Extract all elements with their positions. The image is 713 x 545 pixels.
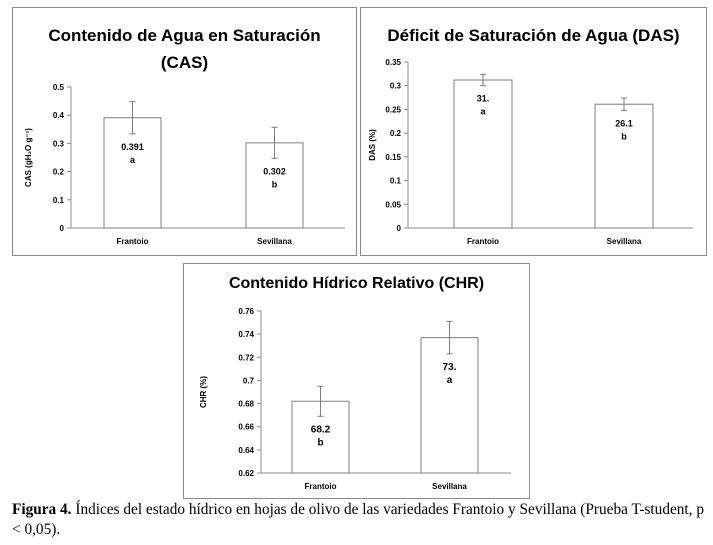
significance-letter: b: [272, 179, 278, 189]
data-label: 31.: [477, 94, 490, 104]
y-tick-label: 0.3: [53, 139, 65, 148]
y-tick-label: 0.76: [238, 307, 254, 316]
chart-title: Contenido de Agua en Saturación: [48, 26, 320, 45]
chart-title: Contenido Hídrico Relativo (CHR): [229, 275, 484, 292]
bar-sevillana: [594, 103, 654, 229]
significance-letter: b: [621, 131, 627, 141]
x-tick-label: Frantoio: [117, 237, 149, 246]
y-tick-label: 0.25: [385, 105, 401, 114]
significance-letter: b: [317, 437, 323, 448]
bar-frantoio: [103, 117, 162, 229]
bar-sevillana: [420, 337, 479, 474]
x-tick-label: Frantoio: [305, 482, 337, 491]
y-tick-label: 0.2: [53, 168, 65, 177]
y-tick-label: 0.64: [238, 446, 254, 455]
significance-letter: a: [447, 375, 453, 386]
chart-subtitle: (CAS): [161, 53, 208, 72]
y-tick-label: 0.05: [385, 200, 401, 209]
y-tick-label: 0.15: [385, 153, 401, 162]
y-tick-label: 0.35: [385, 58, 401, 67]
x-tick-label: Sevillana: [257, 237, 292, 246]
y-tick-label: 0.66: [238, 423, 254, 432]
significance-letter: a: [480, 107, 486, 117]
x-tick-label: Sevillana: [607, 237, 642, 246]
chart-title: Déficit de Saturación de Agua (DAS): [387, 26, 679, 45]
y-tick-label: 0: [60, 224, 65, 233]
chart-das: Déficit de Saturación de Agua (DAS) DAS (…: [368, 26, 693, 246]
y-tick-label: 0.1: [53, 196, 65, 205]
chart-panel-das: Déficit de Saturación de Agua (DAS) DAS (…: [360, 7, 707, 256]
chart-panel-cas: Contenido de Agua en Saturación (CAS) CAS …: [12, 7, 357, 256]
data-label: 26.1: [615, 118, 633, 128]
data-label: 0.391: [121, 142, 144, 152]
y-tick-label: 0.7: [243, 376, 255, 385]
y-tick-label: 0.5: [53, 83, 65, 92]
chart-chr: Contenido Hídrico Relativo (CHR) CHR (%) 0…: [199, 275, 511, 491]
y-tick-label: 0.2: [390, 129, 402, 138]
figure-caption: Figura 4. Índices del estado hídrico en …: [12, 500, 704, 540]
chart-panel-chr: Contenido Hídrico Relativo (CHR) CHR (%) 0…: [183, 263, 530, 499]
caption-text: Índices del estado hídrico en hojas de o…: [12, 501, 704, 538]
y-tick-label: 0.1: [390, 177, 402, 186]
data-label: 73.: [443, 362, 457, 373]
x-tick-label: Frantoio: [467, 237, 499, 246]
y-axis-label: CAS (gH₂O g⁻¹): [24, 128, 33, 187]
significance-letter: a: [130, 155, 136, 165]
data-label: 68.2: [311, 424, 331, 435]
y-tick-label: 0.3: [390, 82, 402, 91]
chart-cas: Contenido de Agua en Saturación (CAS) CAS …: [24, 26, 345, 246]
y-tick-label: 0: [397, 224, 402, 233]
caption-label: Figura 4.: [12, 501, 72, 518]
y-tick-label: 0.68: [238, 400, 254, 409]
bar-frantoio: [453, 79, 513, 229]
y-tick-label: 0.62: [238, 469, 254, 478]
x-tick-label: Sevillana: [432, 482, 467, 491]
y-tick-label: 0.72: [238, 353, 254, 362]
y-tick-label: 0.74: [238, 330, 254, 339]
y-axis-label: DAS (%): [368, 129, 377, 161]
y-axis-label: CHR (%): [199, 376, 208, 408]
y-tick-label: 0.4: [53, 111, 65, 120]
data-label: 0.302: [263, 166, 286, 176]
